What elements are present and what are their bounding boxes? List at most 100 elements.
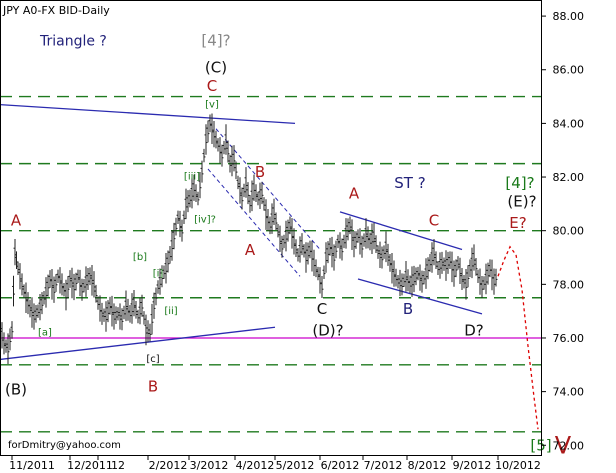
price-bar: [428, 254, 432, 272]
price-bar: [130, 293, 134, 324]
price-bar: [242, 183, 246, 198]
price-bar: [146, 320, 150, 343]
price-bar: [26, 292, 30, 315]
price-bar: [388, 254, 392, 272]
price-bar: [160, 265, 164, 288]
price-bar: [32, 303, 36, 330]
price-bar: [102, 308, 106, 322]
price-bar: [40, 292, 44, 315]
wave-v-bracket: [v]: [205, 99, 219, 110]
price-bar: [396, 274, 400, 289]
channel-upper: [215, 128, 321, 250]
x-tick-label: 2/2012: [149, 459, 188, 472]
price-bar: [114, 306, 118, 325]
price-bar: [336, 234, 340, 249]
price-bar: [46, 274, 50, 297]
price-bar: [326, 241, 330, 264]
x-tick-label: 7/2012: [364, 459, 403, 472]
price-bar: [36, 304, 40, 318]
price-bar: [16, 261, 20, 275]
x-tick-label: 12: [111, 459, 125, 472]
price-bar: [456, 256, 460, 270]
price-bar: [402, 273, 406, 288]
price-bar: [30, 297, 34, 328]
price-bar: [134, 300, 138, 319]
price-bar: [486, 262, 490, 285]
price-bar: [200, 160, 204, 183]
price-bar: [148, 323, 152, 342]
price-bar: [434, 251, 438, 270]
price-bar: [334, 240, 338, 259]
price-bar: [188, 189, 192, 208]
price-bar: [468, 259, 472, 278]
price-bar: [132, 289, 136, 317]
price-bar: [424, 258, 428, 289]
price-bar: [338, 232, 342, 259]
wave-V-red: V: [555, 431, 572, 459]
wave-c-bracket: [c]: [146, 354, 159, 365]
price-bar: [126, 298, 130, 321]
price-bar: [322, 265, 326, 279]
price-bar: [398, 269, 402, 297]
price-bar: [2, 332, 6, 355]
price-series-layer: [0, 113, 498, 364]
price-bar: [330, 236, 334, 268]
price-bar: [494, 268, 498, 287]
x-tick-label: 4/2012: [236, 459, 275, 472]
price-bar: [170, 230, 174, 261]
st-lower: [357, 278, 483, 315]
price-bar: [50, 269, 54, 300]
price-bar: [370, 223, 374, 255]
price-bar: [354, 231, 358, 249]
price-bar: [374, 235, 378, 253]
wave-B-paren: (B): [5, 380, 27, 398]
price-bar: [12, 275, 15, 307]
y-tick-label: 88.00: [553, 10, 585, 23]
wave-C-right: C: [429, 211, 439, 229]
price-bar: [250, 180, 254, 212]
price-bar: [4, 339, 8, 353]
price-bar: [328, 237, 332, 256]
price-bar: [296, 248, 300, 262]
price-bar: [166, 250, 170, 273]
y-tick-label: 74.00: [553, 386, 585, 399]
price-bar: [304, 242, 308, 273]
price-bar: [208, 114, 212, 133]
price-bar: [270, 203, 274, 234]
price-bar: [254, 184, 258, 202]
price-bar: [110, 295, 114, 327]
price-bar: [474, 258, 478, 276]
price-bar: [438, 252, 442, 279]
price-bar: [44, 277, 48, 308]
price-bar: [344, 218, 348, 249]
price-bar: [248, 195, 252, 213]
price-bar: [436, 261, 440, 275]
price-bar: [348, 216, 352, 235]
price-bar: [292, 228, 296, 255]
price-bar: [288, 216, 292, 235]
y-tick-label: 80.00: [553, 225, 585, 238]
price-bar: [484, 263, 488, 295]
price-bar: [220, 144, 224, 167]
price-bar: [298, 236, 302, 263]
price-bar: [56, 269, 60, 283]
price-bar: [442, 257, 446, 271]
price-bar: [122, 305, 126, 320]
price-bar: [162, 265, 166, 279]
wave-B-mid: B: [255, 163, 265, 181]
wave-D-right: D?: [464, 321, 484, 339]
price-bar: [384, 231, 388, 263]
x-tick-label: 6/2012: [321, 459, 360, 472]
price-bar: [72, 273, 76, 301]
price-bar: [380, 246, 384, 269]
price-bar: [116, 307, 120, 321]
price-bar: [8, 328, 12, 351]
price-bar: [464, 269, 468, 300]
price-bar: [264, 199, 268, 230]
price-bar: [406, 269, 410, 292]
price-bar: [66, 276, 70, 299]
price-bar: [150, 303, 154, 335]
price-bar: [316, 266, 320, 281]
